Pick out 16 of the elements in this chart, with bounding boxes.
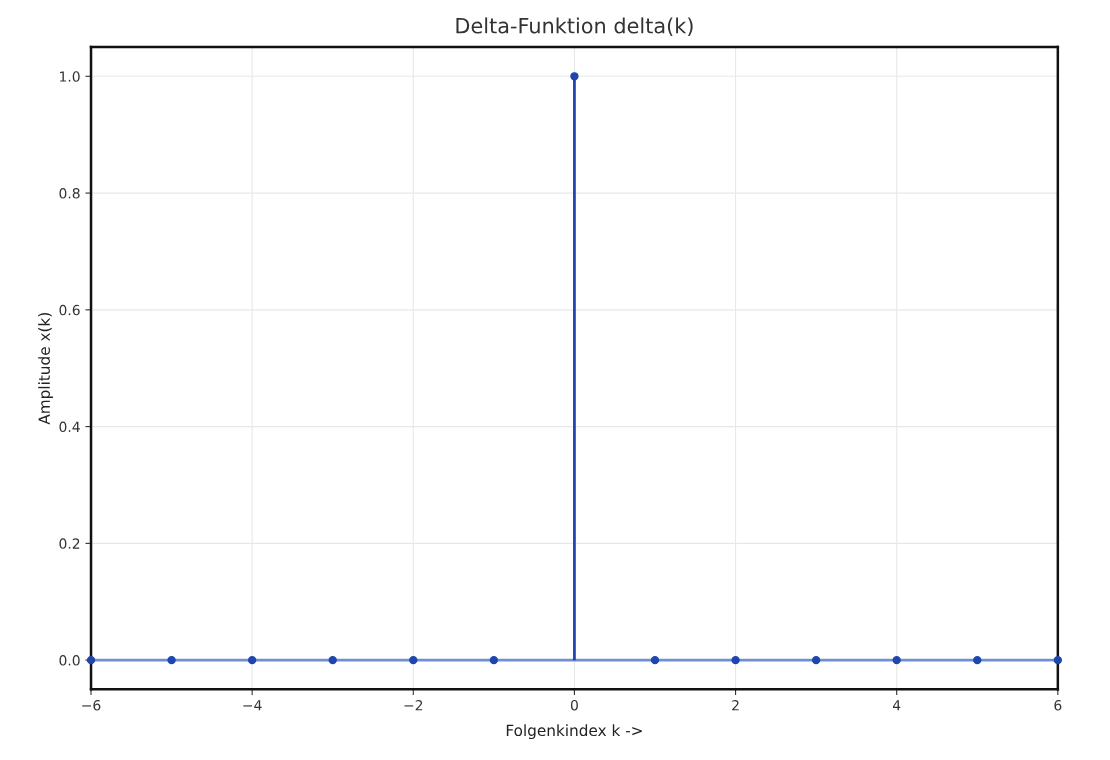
y-tick-label: 0.6: [59, 304, 80, 316]
y-tick-label: 0.8: [59, 188, 80, 199]
y-tick-label: 0.2: [59, 538, 80, 549]
x-tick-label: −6: [82, 699, 101, 711]
y-tick-label: 1.0: [60, 71, 80, 82]
x-tick-label: 6: [1054, 699, 1062, 711]
x-tick-label: −2: [404, 699, 423, 711]
x-tick-label: −4: [243, 700, 262, 711]
chart-title: Delta-Funktion delta(k): [456, 17, 693, 36]
y-tick-label: 0.4: [59, 421, 80, 433]
y-axis-title: Amplitude x(k): [38, 313, 53, 425]
y-tick-label: 0.0: [59, 655, 80, 666]
x-tick-label: 0: [570, 699, 578, 711]
x-axis-title: Folgenkindex k ->: [506, 724, 642, 740]
x-tick-label: 4: [892, 700, 901, 711]
x-tick-label: 2: [732, 699, 739, 711]
